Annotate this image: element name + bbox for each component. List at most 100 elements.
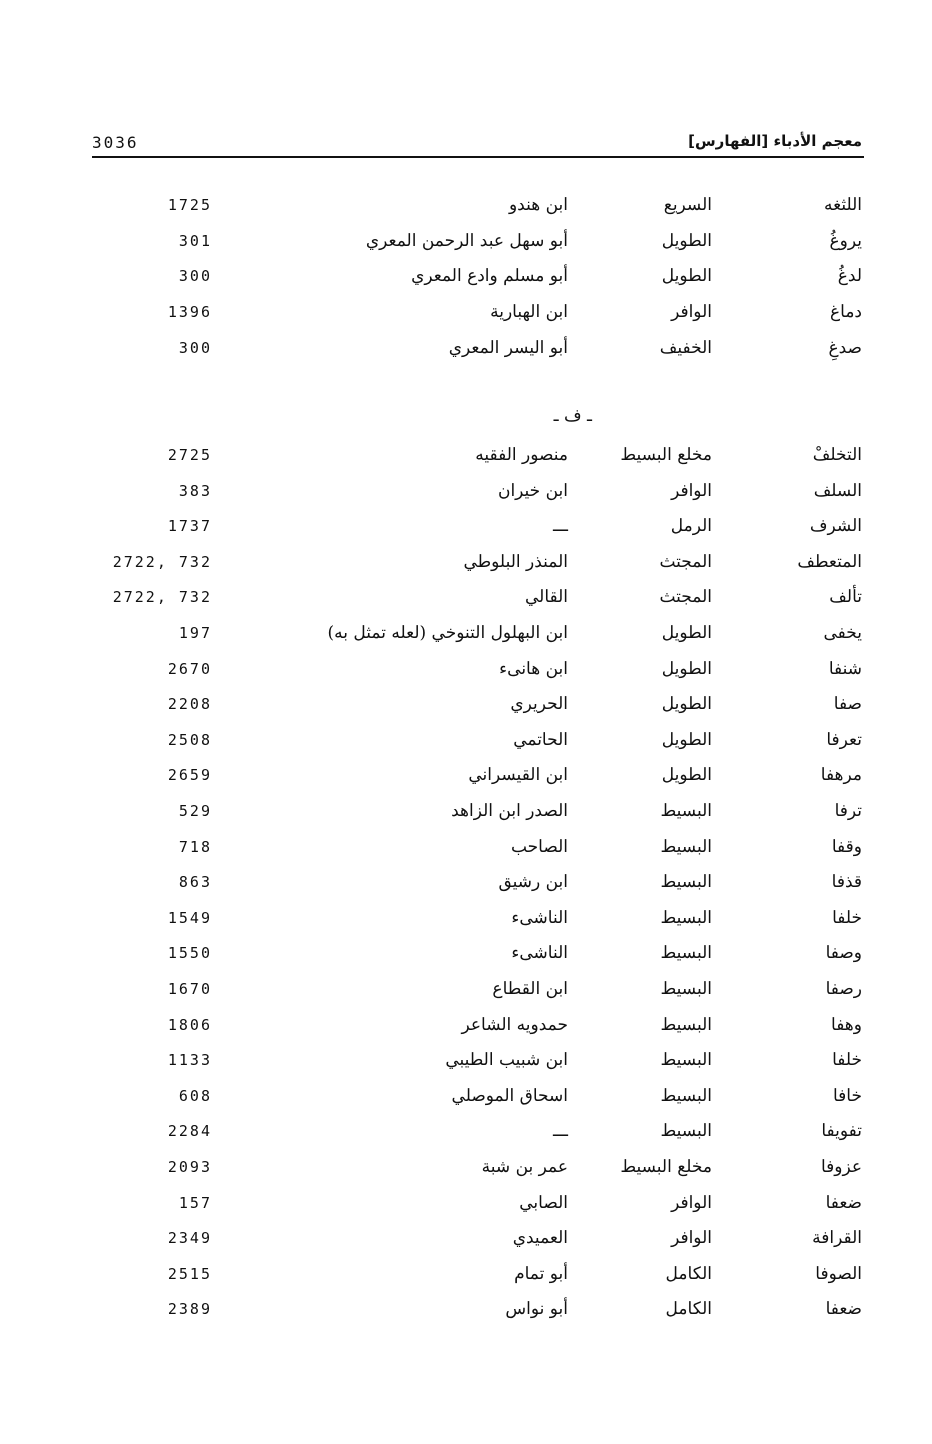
meter-cell: البسيط (660, 943, 712, 964)
rhyme-cell: التخلفْ (812, 445, 862, 465)
poet-cell: عمر بن شبة (481, 1157, 568, 1177)
rhyme-cell: المتعطف (797, 551, 862, 572)
page-cell: 1550 (167, 944, 212, 963)
poet-cell: الناشىء (511, 943, 568, 964)
index-row: صدغِ الخفيف أبو اليسر المعري 300 (0, 333, 932, 363)
meter-cell: البسيط (660, 979, 712, 999)
page-cell: 718 (178, 837, 212, 856)
rhyme-cell: وهفا (831, 1014, 862, 1035)
meter-cell: الرمل (670, 516, 712, 537)
meter-cell: الوافر (671, 1228, 712, 1249)
page-cell: 300 (178, 338, 212, 357)
meter-cell: الطويل (661, 694, 712, 715)
rhyme-cell: خلفا (832, 907, 862, 928)
page-cell: 301 (178, 231, 212, 250)
index-row: تفويفا البسيط ـــ 2284 (0, 1116, 932, 1146)
poet-cell: ابن خيران (497, 480, 568, 501)
rhyme-cell: اللثغه (824, 195, 862, 215)
rhyme-cell: ضعفا (825, 1299, 862, 1320)
poet-cell: ـــ (553, 516, 568, 537)
page-cell: 2284 (167, 1122, 212, 1141)
page-number: 3036 (92, 133, 139, 152)
page-cell: 1133 (167, 1051, 212, 1070)
page-cell: 2722, 732 (112, 552, 212, 571)
meter-cell: البسيط (660, 1014, 712, 1035)
rhyme-cell: رصفا (825, 979, 862, 999)
poet-cell: ابن رشيق (498, 872, 568, 893)
poet-cell: ابن القيسراني (468, 765, 568, 786)
poet-cell: العميدي (512, 1228, 568, 1249)
meter-cell: المجتث (659, 587, 712, 608)
page-cell: 383 (178, 481, 212, 500)
page-cell: 2659 (167, 766, 212, 785)
rhyme-cell: تفويفا (821, 1121, 862, 1142)
poet-cell: القالي (524, 587, 568, 608)
meter-cell: البسيط (660, 801, 712, 821)
header-rule (92, 156, 864, 158)
page-cell: 529 (178, 802, 212, 820)
rhyme-cell: وقفا (831, 836, 862, 857)
page-cell: 2508 (167, 730, 212, 749)
meter-cell: الوافر (671, 1192, 712, 1213)
meter-cell: البسيط (660, 1085, 712, 1106)
rhyme-cell: قذفا (831, 872, 862, 893)
index-row: مرهفا الطويل ابن القيسراني 2659 (0, 760, 932, 790)
meter-cell: الطويل (661, 765, 712, 786)
poet-cell: أبو تمام (514, 1263, 568, 1284)
rhyme-cell: يروغُ (829, 230, 862, 251)
meter-cell: مخلع البسيط (620, 1157, 712, 1177)
poet-cell: حمدويه الشاعر (461, 1014, 569, 1035)
meter-cell: الكامل (665, 1299, 712, 1320)
index-row: التخلفْ مخلع البسيط منصور الفقيه 2725 (0, 440, 932, 470)
meter-cell: الوافر (671, 480, 712, 501)
poet-cell: ابن هندو (508, 195, 568, 215)
meter-cell: البسيط (660, 1050, 712, 1071)
page-cell: 1725 (167, 196, 212, 214)
index-row: يروغُ الطويل أبو سهل عبد الرحمن المعري 301 (0, 226, 932, 256)
meter-cell: الطويل (661, 230, 712, 251)
page-cell: 2389 (167, 1300, 212, 1319)
meter-cell: الطويل (661, 266, 712, 287)
index-row: تعرفا الطويل الحاتمي 2508 (0, 725, 932, 755)
poet-cell: ابن هانىء (499, 658, 568, 679)
rhyme-cell: ضعفا (825, 1192, 862, 1213)
running-header-title: معجم الأدباء [الفهارس] (688, 132, 862, 150)
poet-cell: الناشىء (511, 907, 568, 928)
poet-cell: أبو مسلم وادع المعري (411, 266, 568, 287)
poet-cell: المنذر البلوطي (463, 551, 568, 572)
rhyme-cell: الشرف (809, 516, 862, 537)
rhyme-cell: السلف (813, 480, 862, 501)
section-heading: ـ ف ـ (553, 406, 592, 426)
rhyme-cell: مرهفا (820, 765, 862, 786)
index-row: قذفا البسيط ابن رشيق 863 (0, 867, 932, 897)
poet-cell: منصور الفقيه (475, 445, 568, 465)
rhyme-cell: صفا (833, 694, 862, 715)
poet-cell: الصاحب (510, 836, 568, 857)
page-cell: 863 (178, 873, 212, 892)
index-row: الشرف الرمل ـــ 1737 (0, 511, 932, 541)
meter-cell: المجتث (659, 551, 712, 572)
index-row: صفا الطويل الحريري 2208 (0, 689, 932, 719)
page-cell: 1549 (167, 908, 212, 927)
poet-cell: ابن البهلول التنوخي (لعله تمثل به) (327, 623, 568, 643)
index-row: خلفا البسيط الناشىء 1549 (0, 903, 932, 933)
index-row: دماغ الوافر ابن الهبارية 1396 (0, 297, 932, 327)
index-row: ضعفا الوافر الصابي 157 (0, 1188, 932, 1218)
page-cell: 2208 (167, 695, 212, 714)
index-row: خلفا البسيط ابن شبيب الطيبي 1133 (0, 1045, 932, 1075)
index-row: ترفا البسيط الصدر ابن الزاهد 529 (0, 796, 932, 826)
rhyme-cell: وصفا (825, 943, 862, 964)
poet-cell: أبو سهل عبد الرحمن المعري (365, 230, 568, 251)
page-cell: 1670 (167, 980, 212, 998)
poet-cell: ابن القطاع (492, 979, 568, 999)
index-row: عزوفا مخلع البسيط عمر بن شبة 2093 (0, 1152, 932, 1182)
index-row: شنفا الطويل ابن هانىء 2670 (0, 654, 932, 684)
rhyme-cell: دماغ (830, 302, 862, 323)
index-row: لدغُ الطويل أبو مسلم وادع المعري 300 (0, 261, 932, 291)
rhyme-cell: القرافة (812, 1228, 862, 1249)
rhyme-cell: الصوفا (815, 1263, 862, 1284)
index-row: وصفا البسيط الناشىء 1550 (0, 938, 932, 968)
poet-cell: الصدر ابن الزاهد (451, 801, 568, 821)
index-row: اللثغه السريع ابن هندو 1725 (0, 190, 932, 220)
poet-cell: الحاتمي (513, 729, 568, 750)
